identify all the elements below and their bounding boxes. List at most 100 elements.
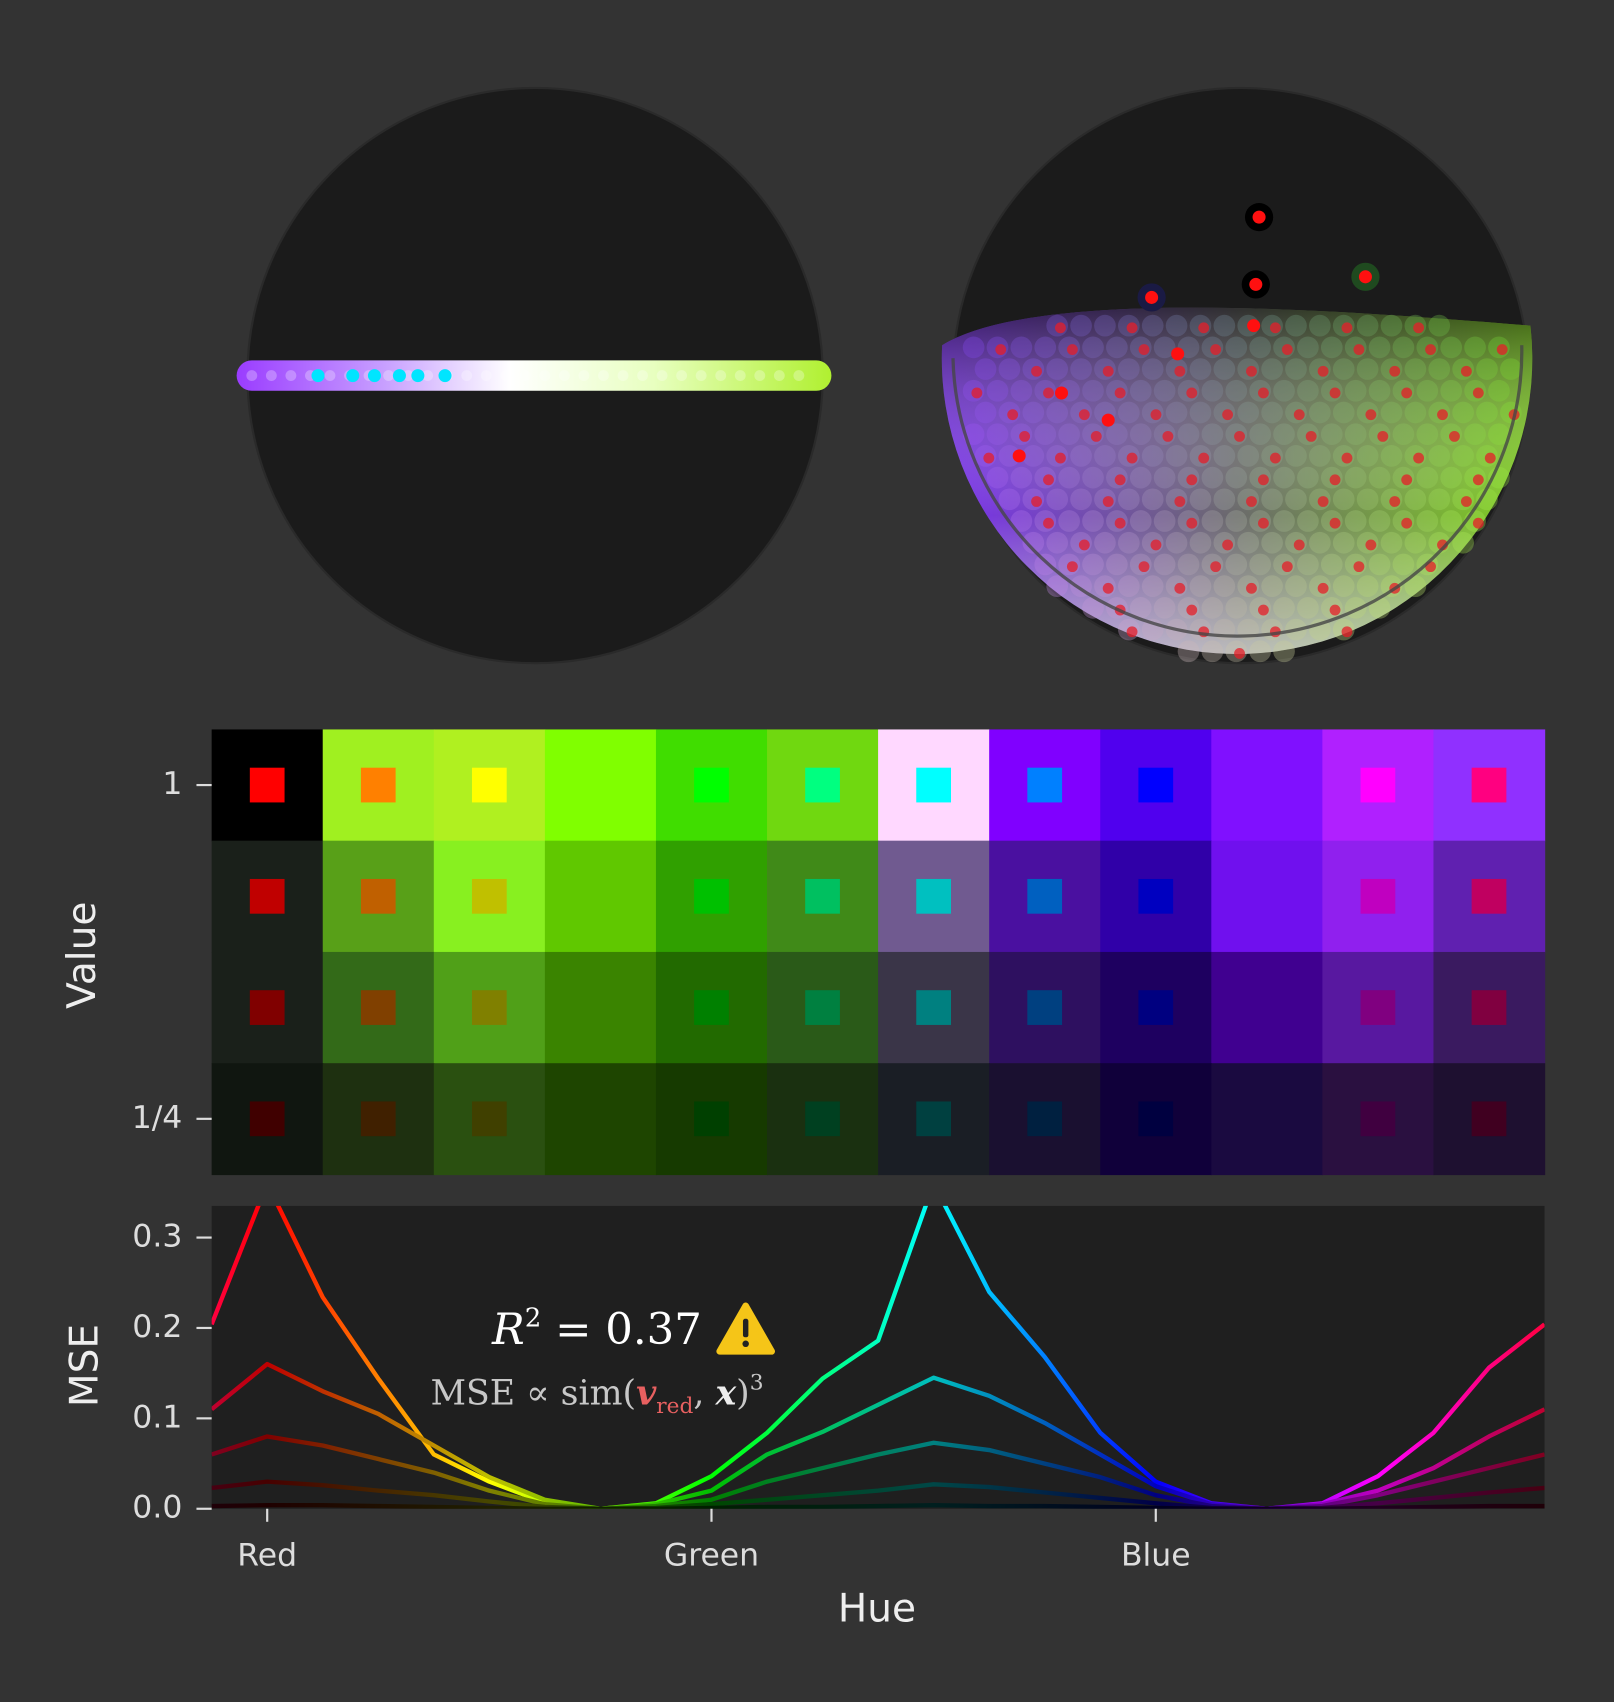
- point: [1010, 510, 1033, 532]
- point: [1165, 401, 1188, 424]
- point: [285, 370, 297, 382]
- formula-text: MSE ∝ sim(: [430, 1374, 636, 1414]
- point: [1476, 401, 1498, 424]
- swatch: [471, 990, 507, 1025]
- point: [1034, 336, 1057, 359]
- point: [1189, 488, 1212, 511]
- point: [1269, 452, 1281, 464]
- point: [1106, 423, 1128, 446]
- point: [1353, 561, 1365, 573]
- point: [1031, 365, 1042, 377]
- point: [1452, 531, 1474, 554]
- point: [1297, 553, 1319, 576]
- point: [986, 466, 1009, 489]
- point: [1237, 531, 1260, 554]
- point: [1198, 452, 1210, 464]
- point: [1380, 445, 1403, 467]
- point: [1380, 531, 1403, 554]
- point: [676, 370, 688, 382]
- point: [1012, 449, 1026, 463]
- point: [754, 370, 766, 382]
- warning-icon: [716, 1302, 775, 1355]
- point: [1177, 423, 1200, 446]
- point: [1437, 409, 1448, 421]
- point: [1269, 322, 1281, 334]
- swatch: [360, 878, 396, 914]
- point: [1189, 531, 1212, 554]
- point: [1356, 445, 1379, 467]
- point: [1401, 517, 1413, 529]
- point: [1273, 423, 1295, 446]
- cell: [544, 1063, 657, 1176]
- point: [1070, 445, 1092, 467]
- point: [1356, 314, 1379, 337]
- point: [1153, 336, 1176, 359]
- point: [1094, 531, 1116, 554]
- point: [1344, 423, 1367, 446]
- point: [1428, 488, 1451, 511]
- point: [1285, 358, 1307, 380]
- swatch: [471, 767, 507, 803]
- point: [1380, 401, 1403, 424]
- point: [1320, 423, 1343, 446]
- point: [1129, 379, 1152, 402]
- point: [1153, 466, 1176, 489]
- point: [1496, 344, 1508, 355]
- point: [1094, 445, 1116, 467]
- band: [236, 360, 832, 391]
- point: [1117, 575, 1140, 598]
- point: [1082, 553, 1104, 576]
- cell: [1211, 951, 1324, 1064]
- point: [1106, 553, 1128, 576]
- point: [1285, 488, 1307, 511]
- point: [346, 369, 360, 383]
- point: [1165, 445, 1188, 467]
- point: [1201, 466, 1224, 489]
- point: [1341, 626, 1353, 638]
- point: [998, 445, 1021, 467]
- point: [438, 369, 452, 383]
- swatch: [1360, 1101, 1396, 1137]
- point: [1281, 561, 1293, 573]
- point: [995, 344, 1007, 355]
- point: [617, 370, 629, 382]
- point: [1189, 358, 1212, 380]
- point: [1129, 423, 1152, 446]
- cell: [544, 840, 657, 953]
- point: [1234, 430, 1245, 442]
- point: [1404, 358, 1427, 380]
- point: [1186, 517, 1198, 529]
- inner-arc: [951, 345, 1524, 638]
- point: [1273, 466, 1295, 489]
- point: [383, 370, 395, 382]
- point: [1353, 344, 1365, 355]
- point: [1129, 597, 1152, 619]
- point: [1404, 401, 1427, 424]
- point: [1309, 531, 1331, 554]
- swatch: [249, 878, 285, 914]
- swatch: [1360, 990, 1396, 1025]
- y-tick-label: 0.1: [132, 1399, 182, 1435]
- point: [1246, 365, 1257, 377]
- formula-exponent: 3: [750, 1370, 764, 1395]
- point: [1285, 445, 1307, 467]
- point: [1261, 575, 1283, 598]
- point: [1174, 496, 1186, 507]
- swatch: [1027, 1101, 1063, 1137]
- point: [1297, 379, 1319, 402]
- point: [986, 379, 1009, 402]
- point: [1257, 474, 1269, 486]
- point: [1377, 430, 1389, 442]
- point: [1472, 474, 1484, 486]
- point: [1368, 553, 1391, 576]
- point: [1425, 344, 1436, 355]
- point: [637, 370, 648, 382]
- point: [1117, 531, 1140, 554]
- point: [1046, 575, 1069, 598]
- point: [1126, 322, 1138, 334]
- formula-annotation: MSE ∝ sim(vred, x)3: [430, 1370, 763, 1419]
- point: [1201, 423, 1224, 446]
- point: [411, 369, 425, 383]
- point: [1153, 597, 1176, 619]
- point: [1297, 466, 1319, 489]
